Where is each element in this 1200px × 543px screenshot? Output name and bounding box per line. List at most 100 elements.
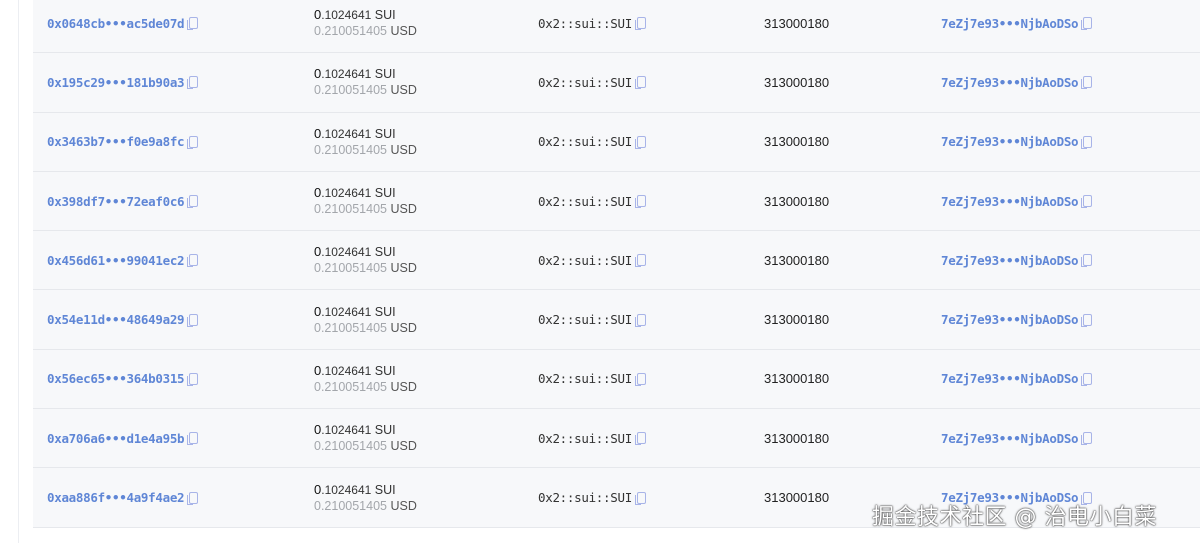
copy-icon[interactable] [187, 313, 199, 327]
amount-usd: 0.210051405 USD [314, 320, 417, 336]
object-id-link[interactable]: 0x398df7•••72eaf0c6 [47, 193, 185, 209]
amount-unit: SUI [374, 126, 396, 141]
copy-icon[interactable] [187, 254, 199, 268]
watermark: 掘金技术社区 @ 治电小白菜 [872, 505, 1157, 530]
coin-type-cell: 0x2::sui::SUI [538, 468, 646, 526]
coin-type-cell: 0x2::sui::SUI [538, 290, 646, 348]
amount-cell: 0.1024641 SUI 0.210051405 USD [314, 290, 417, 348]
copy-icon[interactable] [634, 432, 646, 446]
table-row: 0x3463b7•••f0e9a8fc 0.1024641 SUI 0.2100… [33, 112, 1200, 172]
usd-unit: USD [390, 142, 417, 157]
table-row: 0xaa886f•••4a9f4ae2 0.1024641 SUI 0.2100… [33, 468, 1200, 528]
usd-unit: USD [390, 24, 417, 39]
amount-cell: 0.1024641 SUI 0.210051405 USD [314, 0, 417, 52]
usd-unit: USD [390, 202, 417, 217]
tx-link[interactable]: 7eZj7e93•••NjbAoDSo [941, 490, 1079, 506]
usd-value: 0.210051405 [314, 142, 387, 157]
tx-cell: 7eZj7e93•••NjbAoDSo [941, 113, 1093, 171]
object-id-cell: 0xa706a6•••d1e4a95b [47, 409, 199, 467]
copy-icon[interactable] [187, 17, 199, 31]
object-id-link[interactable]: 0x56ec65•••364b0315 [47, 371, 185, 387]
tx-link[interactable]: 7eZj7e93•••NjbAoDSo [941, 74, 1079, 90]
copy-icon[interactable] [1081, 135, 1093, 149]
object-id-cell: 0x195c29•••181b90a3 [47, 53, 199, 111]
tx-link[interactable]: 7eZj7e93•••NjbAoDSo [941, 430, 1079, 446]
coin-type: 0x2::sui::SUI [538, 252, 632, 268]
version-cell: 313000180 [764, 409, 829, 467]
tx-link[interactable]: 7eZj7e93•••NjbAoDSo [941, 193, 1079, 209]
copy-icon[interactable] [187, 491, 199, 505]
copy-icon[interactable] [1081, 195, 1093, 209]
amount-cell: 0.1024641 SUI 0.210051405 USD [314, 172, 417, 230]
object-id-link[interactable]: 0x54e11d•••48649a29 [47, 312, 185, 328]
amount-usd: 0.210051405 USD [314, 438, 417, 454]
copy-icon[interactable] [634, 491, 646, 505]
copy-icon[interactable] [1081, 491, 1093, 505]
amount-integer: 0 [314, 362, 322, 378]
coin-type: 0x2::sui::SUI [538, 430, 632, 446]
version: 313000180 [764, 15, 830, 31]
object-id-link[interactable]: 0xa706a6•••d1e4a95b [47, 430, 185, 446]
copy-icon[interactable] [1081, 254, 1093, 268]
copy-icon[interactable] [634, 135, 646, 149]
version: 313000180 [764, 134, 830, 150]
amount-sui: 0.1024641 SUI [314, 363, 396, 379]
amount-sui: 0.1024641 SUI [314, 7, 396, 23]
coin-type: 0x2::sui::SUI [538, 15, 632, 31]
object-id-link[interactable]: 0x195c29•••181b90a3 [47, 74, 185, 90]
object-id-link[interactable]: 0x456d61•••99041ec2 [47, 252, 185, 268]
copy-icon[interactable] [1081, 432, 1093, 446]
amount-sui: 0.1024641 SUI [314, 304, 396, 320]
usd-value: 0.210051405 [314, 24, 387, 39]
copy-icon[interactable] [187, 76, 199, 90]
object-id-cell: 0xaa886f•••4a9f4ae2 [47, 468, 199, 526]
amount-usd: 0.210051405 USD [314, 142, 417, 158]
amount-cell: 0.1024641 SUI 0.210051405 USD [314, 53, 417, 111]
tx-link[interactable]: 7eZj7e93•••NjbAoDSo [941, 134, 1079, 150]
amount-fraction: .1024641 [321, 304, 372, 319]
usd-unit: USD [390, 83, 417, 98]
copy-icon[interactable] [187, 372, 199, 386]
coin-type: 0x2::sui::SUI [538, 371, 632, 387]
amount-fraction: .1024641 [321, 8, 372, 23]
tx-link[interactable]: 7eZj7e93•••NjbAoDSo [941, 312, 1079, 328]
amount-unit: SUI [374, 482, 396, 497]
version-cell: 313000180 [764, 350, 829, 408]
amount-usd: 0.210051405 USD [314, 260, 417, 276]
object-id-link[interactable]: 0xaa886f•••4a9f4ae2 [47, 490, 185, 506]
object-id-cell: 0x54e11d•••48649a29 [47, 290, 199, 348]
coin-type-cell: 0x2::sui::SUI [538, 231, 646, 289]
amount-integer: 0 [314, 422, 322, 438]
amount-integer: 0 [314, 244, 322, 260]
copy-icon[interactable] [1081, 76, 1093, 90]
coin-type-cell: 0x2::sui::SUI [538, 0, 646, 52]
copy-icon[interactable] [1081, 372, 1093, 386]
copy-icon[interactable] [187, 195, 199, 209]
usd-value: 0.210051405 [314, 498, 387, 513]
usd-unit: USD [390, 439, 417, 454]
coin-type: 0x2::sui::SUI [538, 490, 632, 506]
sidebar-edge [0, 0, 19, 543]
copy-icon[interactable] [634, 372, 646, 386]
tx-cell: 7eZj7e93•••NjbAoDSo [941, 231, 1093, 289]
object-id-link[interactable]: 0x3463b7•••f0e9a8fc [47, 134, 185, 150]
copy-icon[interactable] [634, 195, 646, 209]
coin-type-cell: 0x2::sui::SUI [538, 53, 646, 111]
version-cell: 313000180 [764, 231, 829, 289]
tx-link[interactable]: 7eZj7e93•••NjbAoDSo [941, 15, 1079, 31]
tx-link[interactable]: 7eZj7e93•••NjbAoDSo [941, 371, 1079, 387]
copy-icon[interactable] [1081, 17, 1093, 31]
object-id-link[interactable]: 0x0648cb•••ac5de07d [47, 15, 185, 31]
copy-icon[interactable] [634, 254, 646, 268]
amount-cell: 0.1024641 SUI 0.210051405 USD [314, 113, 417, 171]
copy-icon[interactable] [634, 313, 646, 327]
copy-icon[interactable] [634, 17, 646, 31]
object-id-cell: 0x456d61•••99041ec2 [47, 231, 199, 289]
copy-icon[interactable] [634, 76, 646, 90]
copy-icon[interactable] [187, 135, 199, 149]
amount-usd: 0.210051405 USD [314, 498, 417, 514]
copy-icon[interactable] [1081, 313, 1093, 327]
copy-icon[interactable] [187, 432, 199, 446]
tx-link[interactable]: 7eZj7e93•••NjbAoDSo [941, 252, 1079, 268]
table-row: 0x456d61•••99041ec2 0.1024641 SUI 0.2100… [33, 231, 1200, 291]
